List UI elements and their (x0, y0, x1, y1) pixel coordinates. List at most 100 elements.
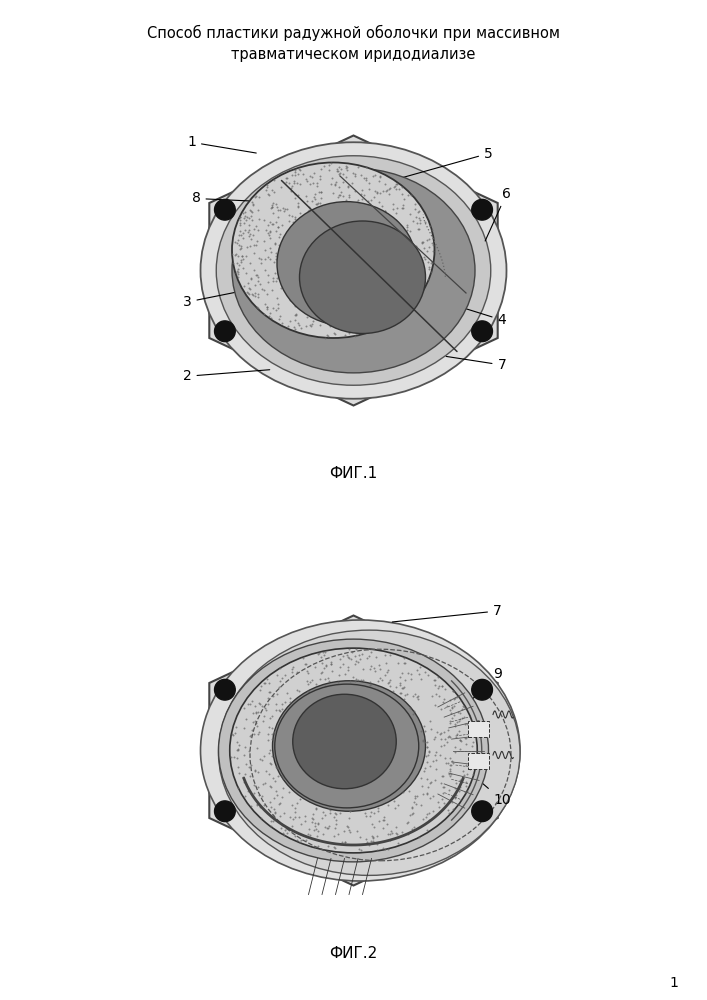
Point (410, 788, 421, 804)
Point (407, 286, 419, 302)
Point (254, 189, 265, 205)
Point (396, 186, 407, 202)
Point (346, 644, 358, 660)
Point (423, 744, 435, 760)
Point (356, 646, 368, 662)
Point (450, 690, 461, 706)
Point (414, 829, 425, 845)
Point (453, 723, 464, 739)
Point (445, 757, 457, 773)
Point (302, 676, 313, 692)
Point (277, 200, 288, 216)
Point (395, 685, 407, 701)
Point (243, 696, 254, 712)
Point (270, 245, 281, 261)
Point (332, 826, 344, 842)
Point (436, 678, 448, 694)
Point (242, 285, 253, 301)
Point (320, 644, 331, 660)
Point (387, 196, 398, 212)
Point (365, 808, 376, 824)
Point (239, 204, 250, 220)
Point (283, 207, 294, 223)
Point (359, 805, 370, 821)
Point (334, 805, 345, 821)
Point (460, 778, 472, 794)
Point (276, 670, 288, 686)
Point (288, 811, 299, 827)
Point (368, 660, 380, 676)
Point (407, 806, 418, 822)
Point (312, 646, 323, 662)
Point (436, 768, 448, 784)
Point (288, 319, 300, 335)
Point (352, 159, 363, 175)
Point (436, 775, 447, 791)
Point (245, 727, 257, 743)
Point (255, 751, 266, 767)
Point (230, 246, 242, 262)
Ellipse shape (232, 162, 435, 338)
Point (329, 326, 341, 342)
Point (272, 266, 284, 282)
Point (419, 718, 430, 734)
Point (317, 804, 329, 820)
Point (392, 655, 403, 671)
Point (429, 747, 440, 763)
Point (416, 778, 428, 794)
Point (246, 212, 257, 228)
Point (423, 231, 435, 247)
Point (233, 742, 244, 758)
Point (417, 733, 428, 749)
Point (268, 184, 279, 200)
Point (252, 269, 264, 285)
Point (366, 192, 377, 208)
Point (421, 806, 432, 822)
Point (401, 222, 412, 238)
Point (390, 176, 402, 192)
Point (339, 834, 351, 850)
Point (324, 157, 335, 173)
Point (421, 822, 433, 838)
Point (361, 172, 372, 188)
Point (306, 810, 317, 826)
Point (312, 828, 323, 844)
Point (412, 221, 423, 237)
Point (467, 715, 478, 731)
Point (414, 221, 425, 237)
Point (245, 255, 256, 271)
Point (252, 267, 263, 283)
Point (326, 170, 337, 186)
Point (351, 324, 363, 340)
Point (429, 672, 440, 688)
Point (249, 726, 260, 742)
Point (247, 286, 258, 302)
Point (292, 198, 303, 214)
Point (299, 813, 310, 829)
Point (347, 175, 358, 191)
Point (295, 834, 306, 850)
Point (445, 692, 456, 708)
Point (294, 162, 305, 178)
Point (256, 810, 267, 826)
Point (243, 286, 255, 302)
Point (445, 766, 456, 782)
Point (358, 187, 370, 203)
Point (274, 202, 286, 218)
Point (423, 259, 435, 275)
Point (250, 277, 261, 293)
Point (271, 787, 283, 803)
Point (258, 212, 269, 228)
Point (309, 186, 320, 202)
Point (416, 723, 427, 739)
Point (266, 282, 277, 298)
Point (325, 654, 337, 670)
Point (369, 314, 380, 330)
Point (443, 728, 455, 744)
Point (242, 224, 253, 240)
Point (265, 756, 276, 772)
Point (462, 766, 473, 782)
Point (412, 253, 423, 269)
Point (417, 234, 428, 250)
Point (241, 284, 252, 300)
